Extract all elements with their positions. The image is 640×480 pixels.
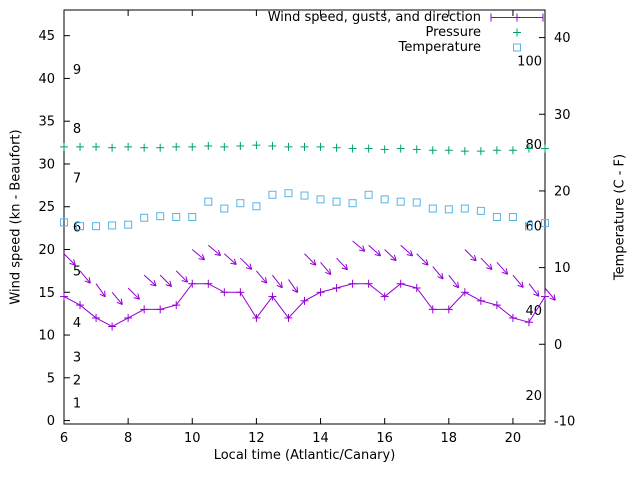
y-axis-right-label: Temperature (C - F) bbox=[612, 153, 628, 281]
svg-text:3: 3 bbox=[73, 350, 81, 365]
svg-text:-10: -10 bbox=[554, 414, 575, 429]
svg-text:40: 40 bbox=[525, 304, 542, 319]
svg-text:25: 25 bbox=[38, 200, 55, 215]
svg-text:20: 20 bbox=[505, 431, 522, 446]
svg-text:10: 10 bbox=[184, 431, 201, 446]
svg-text:10: 10 bbox=[38, 329, 55, 344]
svg-text:45: 45 bbox=[38, 29, 55, 44]
legend-item-temperature: Temperature bbox=[268, 40, 545, 55]
legend-pressure-label: Pressure bbox=[425, 25, 481, 40]
svg-text:14: 14 bbox=[312, 431, 329, 446]
svg-text:20: 20 bbox=[525, 389, 542, 404]
legend-item-pressure: Pressure bbox=[268, 25, 545, 40]
svg-text:4: 4 bbox=[73, 316, 81, 331]
svg-text:0: 0 bbox=[47, 414, 55, 429]
svg-text:10: 10 bbox=[554, 261, 571, 276]
svg-text:9: 9 bbox=[73, 63, 81, 78]
pressure-legend-marker-icon bbox=[489, 25, 545, 40]
svg-text:8: 8 bbox=[124, 431, 132, 446]
svg-text:15: 15 bbox=[38, 286, 55, 301]
svg-text:40: 40 bbox=[554, 31, 571, 46]
temperature-legend-marker-icon bbox=[489, 40, 545, 55]
svg-text:40: 40 bbox=[38, 72, 55, 87]
svg-text:2: 2 bbox=[73, 373, 81, 388]
svg-text:5: 5 bbox=[73, 265, 81, 280]
svg-text:18: 18 bbox=[441, 431, 458, 446]
svg-text:30: 30 bbox=[38, 157, 55, 172]
svg-text:12: 12 bbox=[248, 431, 265, 446]
svg-text:100: 100 bbox=[517, 54, 542, 69]
legend-item-wind: Wind speed, gusts, and direction bbox=[268, 10, 545, 25]
legend: Wind speed, gusts, and direction Pressur… bbox=[268, 10, 545, 55]
svg-text:5: 5 bbox=[47, 371, 55, 386]
legend-wind-label: Wind speed, gusts, and direction bbox=[267, 10, 481, 25]
svg-text:60: 60 bbox=[525, 219, 542, 234]
svg-text:20: 20 bbox=[554, 184, 571, 199]
y-axis-left-label: Wind speed (kn - Beaufort) bbox=[8, 129, 24, 305]
svg-text:30: 30 bbox=[554, 108, 571, 123]
svg-text:16: 16 bbox=[376, 431, 393, 446]
svg-text:6: 6 bbox=[60, 431, 68, 446]
x-axis-label: Local time (Atlantic/Canary) bbox=[213, 448, 396, 463]
svg-text:35: 35 bbox=[38, 115, 55, 130]
wind-legend-marker-icon bbox=[489, 10, 545, 25]
legend-temperature-label: Temperature bbox=[398, 40, 481, 55]
svg-text:8: 8 bbox=[73, 122, 81, 137]
svg-text:0: 0 bbox=[554, 338, 562, 353]
svg-text:1: 1 bbox=[73, 396, 81, 411]
svg-text:80: 80 bbox=[525, 138, 542, 153]
svg-text:7: 7 bbox=[73, 172, 81, 187]
svg-text:20: 20 bbox=[38, 243, 55, 258]
